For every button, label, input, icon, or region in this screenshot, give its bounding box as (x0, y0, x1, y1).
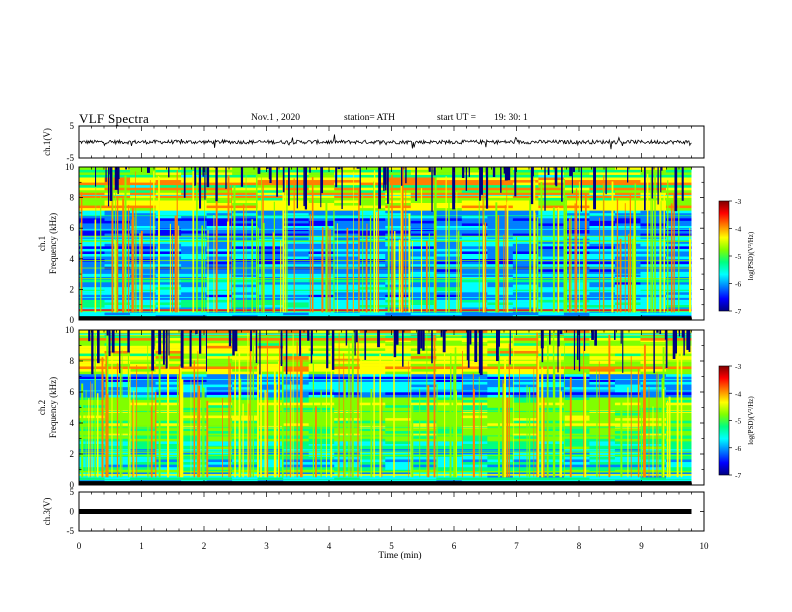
x-tick-label: 9 (639, 541, 644, 551)
x-tick-label: 8 (577, 541, 582, 551)
x-tick-label: 6 (452, 541, 457, 551)
y-axis-label: ch.1 (37, 236, 47, 251)
colorbar-tick-label: -7 (735, 471, 741, 480)
colorbar-tick-label: -3 (735, 197, 741, 206)
colorbar-tick-label: -5 (735, 417, 741, 426)
x-tick-label: 1 (139, 541, 144, 551)
y-tick-label: 6 (70, 387, 75, 397)
colorbar-tick-label: -6 (735, 444, 741, 453)
y-tick-label: 0 (70, 507, 75, 517)
low-frequency-band (79, 474, 692, 476)
start-label: start UT = (437, 113, 476, 123)
x-tick-label: 0 (77, 541, 82, 551)
ch1-spectrogram: 0 2 4 6 8 10 ch.1 Frequency (kHz) (37, 162, 705, 325)
x-tick-label: 3 (264, 541, 269, 551)
figure-title: VLF Spectra (79, 111, 150, 126)
y-axis-label: ch.3(V) (42, 498, 52, 526)
x-tick-label: 10 (700, 541, 710, 551)
x-tick-label: 7 (514, 541, 519, 551)
colorbar-2: -3 -4 -5 -6 -7 log(PSD)(V²/Hz) (718, 362, 755, 480)
x-tick-label: 4 (327, 541, 332, 551)
y-tick-label: 2 (70, 449, 75, 459)
y-tick-label: -5 (67, 153, 75, 163)
ch2-spectrogram: 0 2 4 6 8 10 ch.2 Frequency (kHz) (37, 325, 705, 490)
y-axis-label: Frequency (kHz) (48, 377, 58, 438)
y-tick-label: 6 (70, 223, 75, 233)
colorbar-gradient (718, 365, 730, 476)
y-axis-label: ch.2 (37, 400, 47, 415)
x-tick-label: 2 (202, 541, 207, 551)
figure-date: Nov.1 , 2020 (251, 113, 300, 123)
ch3-waveform: 5 0 -5 ch.3(V) (42, 487, 705, 536)
start-value: 19: 30: 1 (493, 113, 528, 123)
y-tick-label: 2 (70, 284, 75, 294)
x-axis-label: Time (min) (378, 550, 421, 561)
y-axis-label: ch.1(V) (42, 128, 52, 156)
y-tick-label: 4 (70, 254, 75, 264)
colorbar-label: log(PSD)(V²/Hz) (747, 396, 755, 445)
colorbar-gradient (718, 200, 730, 312)
y-tick-label: 8 (70, 356, 75, 366)
ch1-waveform: 5 -5 ch.1(V) (42, 121, 705, 163)
spectrogram-image (79, 330, 692, 485)
ch3-trace (79, 509, 692, 514)
colorbar-1: -3 -4 -5 -6 -7 log(PSD)(V²/Hz) (718, 197, 755, 316)
colorbar-tick-label: -6 (735, 280, 741, 289)
y-tick-label: 5 (70, 121, 75, 131)
colorbar-tick-label: -5 (735, 252, 741, 261)
spectrogram-image (79, 167, 692, 320)
y-tick-label: 4 (70, 418, 75, 428)
colorbar-tick-label: -4 (735, 389, 741, 398)
low-frequency-band (79, 309, 692, 311)
figure-station: station= ATH (344, 113, 396, 123)
colorbar-label: log(PSD)(V²/Hz) (747, 231, 755, 280)
y-tick-label: 10 (65, 325, 75, 335)
colorbar-tick-label: -4 (735, 225, 741, 234)
colorbar-tick-label: -3 (735, 362, 741, 371)
y-tick-label: 5 (70, 487, 75, 497)
y-tick-label: 0 (70, 480, 75, 490)
figure-start-time: start UT = 19: 30: 1 (437, 113, 528, 123)
x-tick-label: 5 (389, 541, 394, 551)
y-tick-label: 0 (70, 315, 75, 325)
y-tick-label: 8 (70, 193, 75, 203)
y-tick-label: 10 (65, 162, 75, 172)
y-tick-label: -5 (67, 526, 75, 536)
colorbar-tick-label: -7 (735, 307, 741, 316)
ch1-trace (79, 134, 692, 150)
y-axis-label: Frequency (kHz) (48, 213, 58, 274)
